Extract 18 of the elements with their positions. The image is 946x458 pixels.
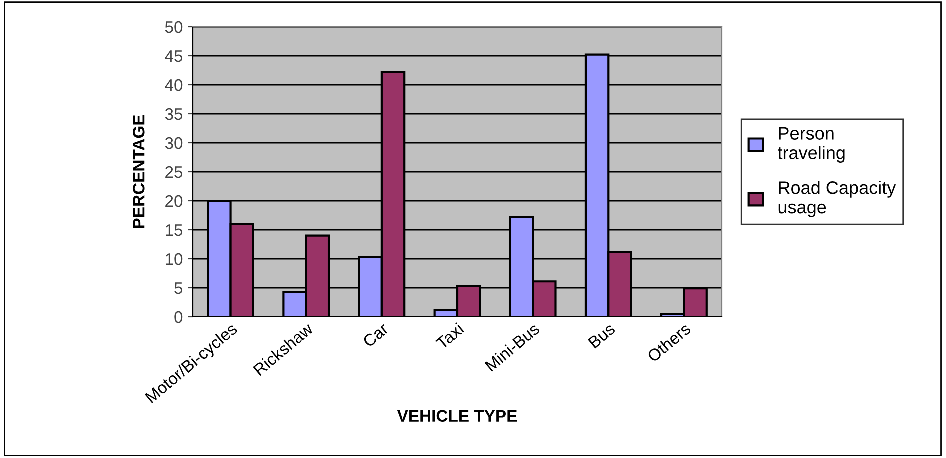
y-tick-label: 0 (174, 311, 183, 324)
x-tick-label: Car (362, 322, 390, 348)
y-tick-label: 10 (166, 253, 183, 266)
x-axis-title: VEHICLE TYPE (397, 410, 518, 422)
y-tick-label: 45 (165, 50, 183, 62)
y-tick-label: 40 (165, 79, 183, 92)
x-tick-label: Taxi (435, 322, 465, 350)
y-tick-label: 35 (165, 108, 183, 120)
y-tick-label: 15 (166, 224, 183, 236)
legend-label: Person traveling (778, 127, 845, 163)
y-tick-label: 50 (165, 21, 183, 34)
y-tick-label: 30 (165, 137, 183, 150)
y-tick-label: 5 (174, 282, 183, 294)
legend-label: Road Capacity usage (778, 181, 896, 218)
y-tick-label: 20 (166, 195, 183, 208)
y-tick-label: 25 (166, 166, 183, 178)
y-axis-title: PERCENTAGE (132, 115, 145, 228)
x-tick-label: Bus (588, 322, 616, 349)
